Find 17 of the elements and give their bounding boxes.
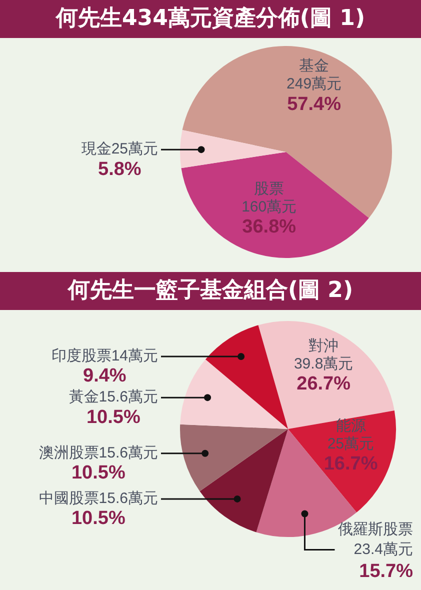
slice-label: 股票 (254, 180, 284, 198)
data-label: 25萬元 16.7% (324, 435, 378, 475)
data-label: 39.8萬元 26.7% (294, 355, 354, 394)
slice-label: 黃金15.6萬元 10.5% (68, 388, 158, 428)
slice-label: 俄羅斯股票 (338, 520, 413, 538)
slice-label: 中國股票15.6萬元 10.5% (38, 490, 158, 530)
data-label: 249萬元 57.4% (286, 76, 342, 115)
chart-title: 何先生434萬元資產分佈(圖 1) (0, 0, 421, 38)
slice-label: 印度股票14萬元 9.4% (51, 348, 158, 387)
slice-label: 現金25萬元 5.8% (81, 140, 158, 180)
chart-title: 何先生一籃子基金組合(圖 2) (0, 272, 421, 310)
data-label: 160萬元 36.8% (242, 198, 297, 238)
slice-label: 澳洲股票15.6萬元 10.5% (38, 444, 158, 484)
slice-label: 對沖 (308, 337, 339, 354)
slice-label: 能源 (336, 417, 366, 434)
data-label: 23.4萬元 15.7% (354, 540, 414, 582)
slice-label: 基金 (299, 58, 330, 75)
